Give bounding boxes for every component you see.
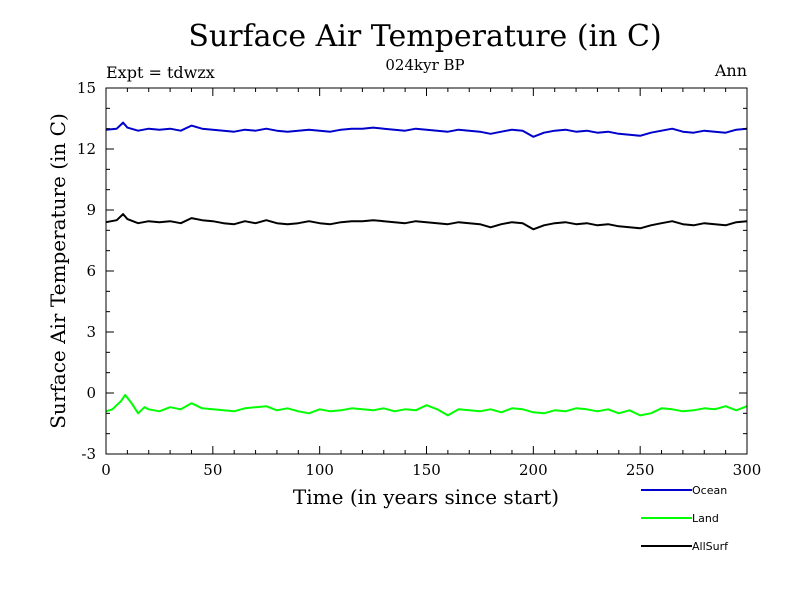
series-line-allsurf (105, 213, 748, 231)
y-tick-label: 0 (86, 384, 96, 402)
series-line-ocean (105, 121, 748, 138)
x-tick-label: 50 (203, 461, 222, 479)
y-tick-label: 12 (77, 140, 96, 158)
legend-label-ocean: Ocean (692, 484, 727, 497)
y-tick-label: 3 (86, 323, 96, 341)
legend-label-land: Land (692, 512, 719, 525)
y-tick-label: 6 (86, 262, 96, 280)
y-axis-label: Surface Air Temperature (in C) (46, 113, 70, 429)
series-line-land (105, 394, 748, 417)
x-axis-label: Time (in years since start) (293, 485, 559, 509)
x-tick-label: 100 (305, 461, 334, 479)
x-tick-label: 300 (733, 461, 762, 479)
chart-subtitle: 024kyr BP (385, 56, 464, 74)
axes-layer: 0 50 100 150 200 250 300 -3 0 3 6 9 12 15 (77, 79, 761, 479)
legend: Ocean Land AllSurf (641, 484, 729, 553)
y-tick-label: 9 (86, 201, 96, 219)
season-label: Ann (714, 61, 747, 80)
x-tick-label: 250 (626, 461, 655, 479)
x-tick-label: 200 (519, 461, 548, 479)
x-tick-label: 0 (101, 461, 111, 479)
plot-frame (105, 87, 748, 455)
x-tick-label: 150 (412, 461, 441, 479)
y-tick-label: 15 (77, 79, 96, 97)
chart-title: Surface Air Temperature (in C) (188, 19, 661, 54)
series-layer (105, 121, 748, 417)
experiment-label: Expt = tdwzx (106, 63, 215, 82)
y-tick-label: -3 (81, 445, 96, 463)
legend-label-allsurf: AllSurf (692, 540, 729, 553)
